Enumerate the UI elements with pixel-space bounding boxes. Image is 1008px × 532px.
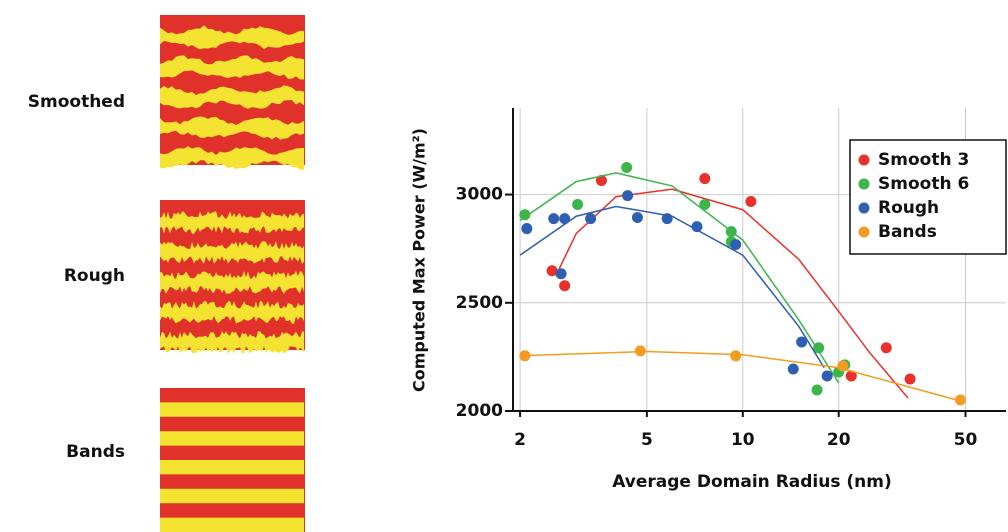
- data-point: [811, 384, 823, 396]
- texture-stripe: [160, 25, 304, 50]
- texture-stripe: [160, 402, 304, 417]
- texture-stripe: [160, 271, 304, 294]
- x-tick-label: 2: [514, 430, 526, 450]
- data-point: [634, 345, 646, 357]
- data-point: [837, 360, 849, 372]
- data-point: [845, 370, 857, 382]
- data-point: [519, 209, 531, 221]
- texture-stripe: [160, 301, 304, 324]
- data-point: [521, 223, 533, 235]
- data-point: [572, 199, 584, 211]
- data-point: [813, 342, 825, 354]
- panel-label: Rough: [64, 266, 125, 286]
- data-point: [622, 190, 634, 202]
- data-point: [559, 213, 571, 225]
- data-point: [954, 394, 966, 406]
- legend-marker: [858, 154, 870, 166]
- textures: [160, 15, 305, 532]
- texture-stripe: [160, 146, 304, 170]
- y-tick-label: 2000: [456, 401, 503, 421]
- data-point: [745, 195, 757, 207]
- fit-curve: [519, 172, 840, 384]
- texture-stripe: [160, 460, 304, 475]
- data-point: [699, 173, 711, 185]
- texture-stripe: [160, 517, 304, 532]
- data-point: [880, 342, 892, 354]
- data-point: [595, 175, 607, 187]
- data-point: [555, 268, 567, 280]
- data-point: [699, 199, 711, 211]
- panel-label: Bands: [66, 442, 125, 462]
- legend-label: Smooth 6: [878, 174, 969, 194]
- y-tick-label: 3000: [456, 185, 503, 205]
- texture-stripe: [160, 488, 304, 504]
- x-tick-label: 5: [641, 430, 653, 450]
- legend-marker: [858, 202, 870, 214]
- legend-label: Rough: [878, 198, 939, 218]
- x-tick-label: 50: [954, 430, 978, 450]
- texture-stripe: [160, 85, 304, 109]
- data-point: [796, 336, 808, 348]
- x-tick-label: 10: [731, 430, 755, 450]
- data-point: [904, 373, 916, 385]
- x-axis-label: Average Domain Radius (nm): [612, 472, 892, 492]
- data-point: [559, 280, 571, 292]
- legend-label: Bands: [878, 222, 937, 242]
- texture-stripe: [160, 331, 304, 354]
- data-point: [585, 213, 597, 225]
- y-axis-label: Computed Max Power (W/m²): [410, 128, 429, 392]
- data-point: [821, 370, 833, 382]
- data-point: [691, 221, 703, 233]
- legend-box: [849, 139, 1007, 255]
- data-point: [546, 265, 558, 277]
- data-point: [730, 239, 742, 251]
- texture-stripe: [160, 431, 304, 446]
- data-point: [621, 162, 633, 174]
- data-point: [631, 212, 643, 224]
- legend-marker: [858, 178, 870, 190]
- texture-stripe: [160, 211, 304, 234]
- texture-stripe: [160, 241, 304, 264]
- y-tick-label: 2500: [456, 293, 503, 313]
- data-point: [787, 363, 799, 375]
- data-point: [730, 350, 742, 362]
- legend-label: Smooth 3: [878, 150, 969, 170]
- texture-stripe: [160, 116, 304, 140]
- fit-curve: [520, 350, 966, 404]
- data-point: [519, 350, 531, 362]
- data-point: [548, 213, 560, 225]
- texture-stripe: [160, 55, 304, 80]
- legend-marker: [858, 226, 870, 238]
- panel-label: Smoothed: [28, 92, 125, 112]
- data-point: [725, 226, 737, 238]
- data-point: [661, 213, 673, 225]
- x-tick-label: 20: [827, 430, 851, 450]
